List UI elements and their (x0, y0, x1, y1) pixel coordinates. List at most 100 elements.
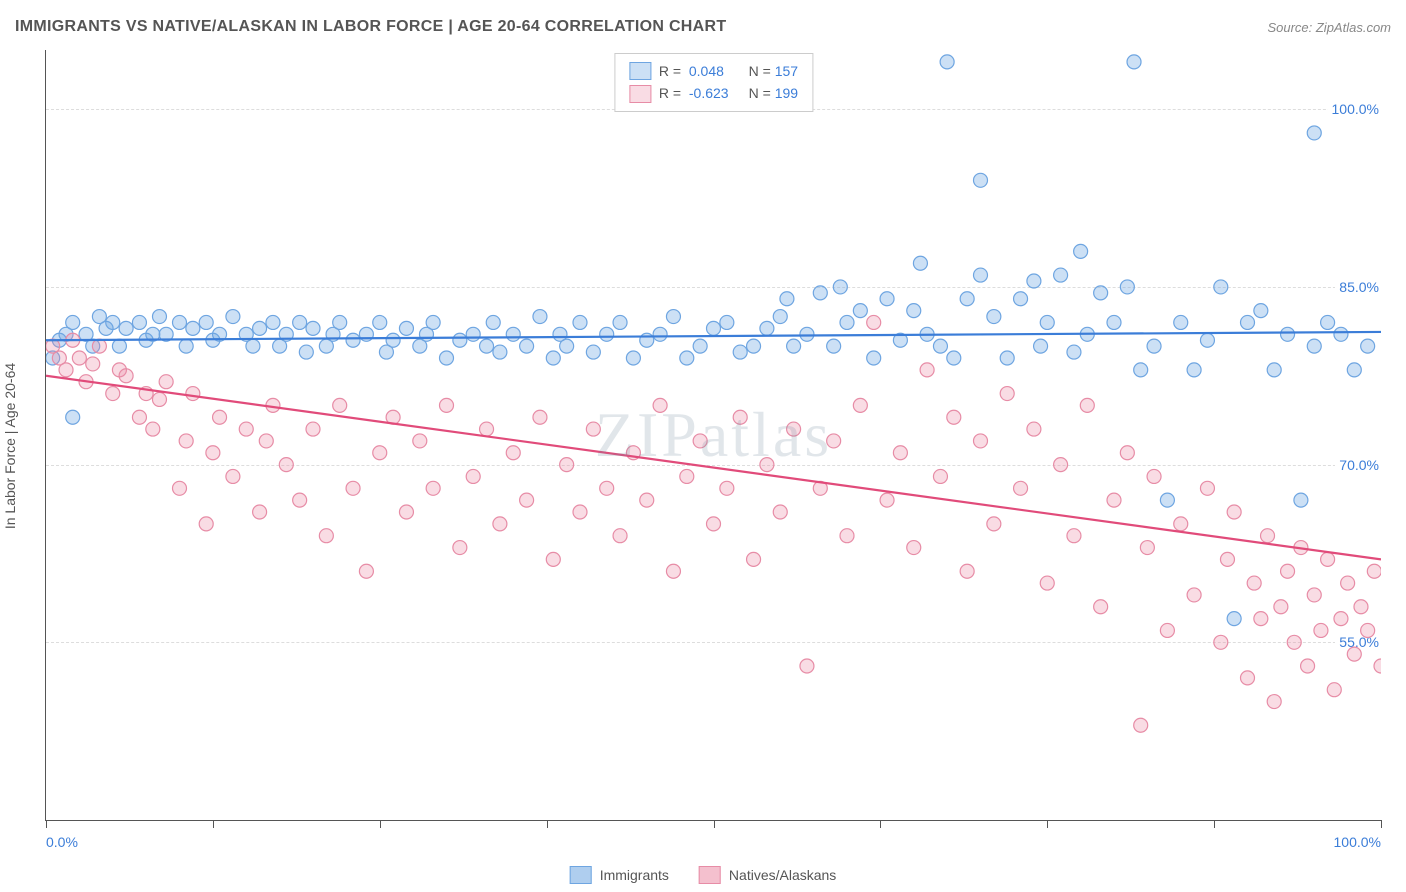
scatter-plot (46, 50, 1381, 820)
data-point (293, 315, 307, 329)
data-point (1074, 244, 1088, 258)
x-tick (1381, 820, 1382, 828)
series-legend: Immigrants Natives/Alaskans (570, 866, 837, 884)
data-point (1314, 623, 1328, 637)
y-axis-label: In Labor Force | Age 20-64 (2, 363, 18, 529)
correlation-legend: R = 0.048 N = 157R = -0.623 N = 199 (614, 53, 813, 112)
data-point (813, 286, 827, 300)
x-tick-label: 0.0% (46, 834, 78, 850)
data-point (306, 321, 320, 335)
data-point (1247, 576, 1261, 590)
data-point (533, 310, 547, 324)
data-point (1307, 126, 1321, 140)
data-point (867, 315, 881, 329)
data-point (480, 339, 494, 353)
data-point (1361, 623, 1375, 637)
data-point (974, 173, 988, 187)
data-point (974, 434, 988, 448)
data-point (1347, 647, 1361, 661)
data-point (92, 339, 106, 353)
data-point (880, 493, 894, 507)
data-point (119, 321, 133, 335)
data-point (626, 351, 640, 365)
data-point (613, 315, 627, 329)
data-point (840, 315, 854, 329)
data-point (733, 345, 747, 359)
data-point (1200, 333, 1214, 347)
data-point (1187, 363, 1201, 377)
data-point (1214, 635, 1228, 649)
data-point (1220, 552, 1234, 566)
data-point (253, 321, 267, 335)
data-point (573, 315, 587, 329)
data-point (840, 529, 854, 543)
title-bar: IMMIGRANTS VS NATIVE/ALASKAN IN LABOR FO… (15, 18, 1391, 36)
data-point (1107, 315, 1121, 329)
data-point (306, 422, 320, 436)
data-point (1027, 422, 1041, 436)
data-point (1014, 292, 1028, 306)
data-point (1254, 612, 1268, 626)
legend-item: Immigrants (570, 866, 669, 884)
data-point (1054, 458, 1068, 472)
data-point (940, 55, 954, 69)
data-point (226, 310, 240, 324)
data-point (546, 351, 560, 365)
data-point (119, 369, 133, 383)
data-point (707, 517, 721, 531)
data-point (933, 469, 947, 483)
data-point (466, 327, 480, 341)
chart-area: ZIPatlas R = 0.048 N = 157R = -0.623 N =… (45, 50, 1381, 821)
data-point (413, 434, 427, 448)
data-point (833, 280, 847, 294)
data-point (1187, 588, 1201, 602)
data-point (399, 321, 413, 335)
data-point (59, 363, 73, 377)
data-point (1294, 493, 1308, 507)
data-point (106, 315, 120, 329)
legend-label: Natives/Alaskans (729, 867, 836, 883)
trend-line (46, 376, 1381, 560)
data-point (586, 422, 600, 436)
data-point (773, 310, 787, 324)
data-point (586, 345, 600, 359)
data-point (560, 458, 574, 472)
data-point (1367, 564, 1381, 578)
data-point (1374, 659, 1381, 673)
data-point (66, 410, 80, 424)
data-point (1241, 315, 1255, 329)
data-point (66, 315, 80, 329)
data-point (893, 446, 907, 460)
data-point (1341, 576, 1355, 590)
data-point (827, 434, 841, 448)
data-point (1147, 339, 1161, 353)
data-point (259, 434, 273, 448)
data-point (1000, 351, 1014, 365)
data-point (760, 458, 774, 472)
data-point (440, 398, 454, 412)
data-point (933, 339, 947, 353)
x-tick (547, 820, 548, 828)
data-point (947, 410, 961, 424)
data-point (913, 256, 927, 270)
data-point (1361, 339, 1375, 353)
data-point (373, 315, 387, 329)
data-point (199, 315, 213, 329)
data-point (1120, 446, 1134, 460)
data-point (1334, 327, 1348, 341)
data-point (1287, 635, 1301, 649)
data-point (520, 493, 534, 507)
data-point (426, 481, 440, 495)
data-point (346, 481, 360, 495)
chart-title: IMMIGRANTS VS NATIVE/ALASKAN IN LABOR FO… (15, 18, 726, 36)
data-point (640, 493, 654, 507)
data-point (213, 410, 227, 424)
x-tick (880, 820, 881, 828)
data-point (800, 659, 814, 673)
data-point (707, 321, 721, 335)
data-point (246, 339, 260, 353)
data-point (293, 493, 307, 507)
data-point (399, 505, 413, 519)
data-point (960, 292, 974, 306)
x-tick (380, 820, 381, 828)
